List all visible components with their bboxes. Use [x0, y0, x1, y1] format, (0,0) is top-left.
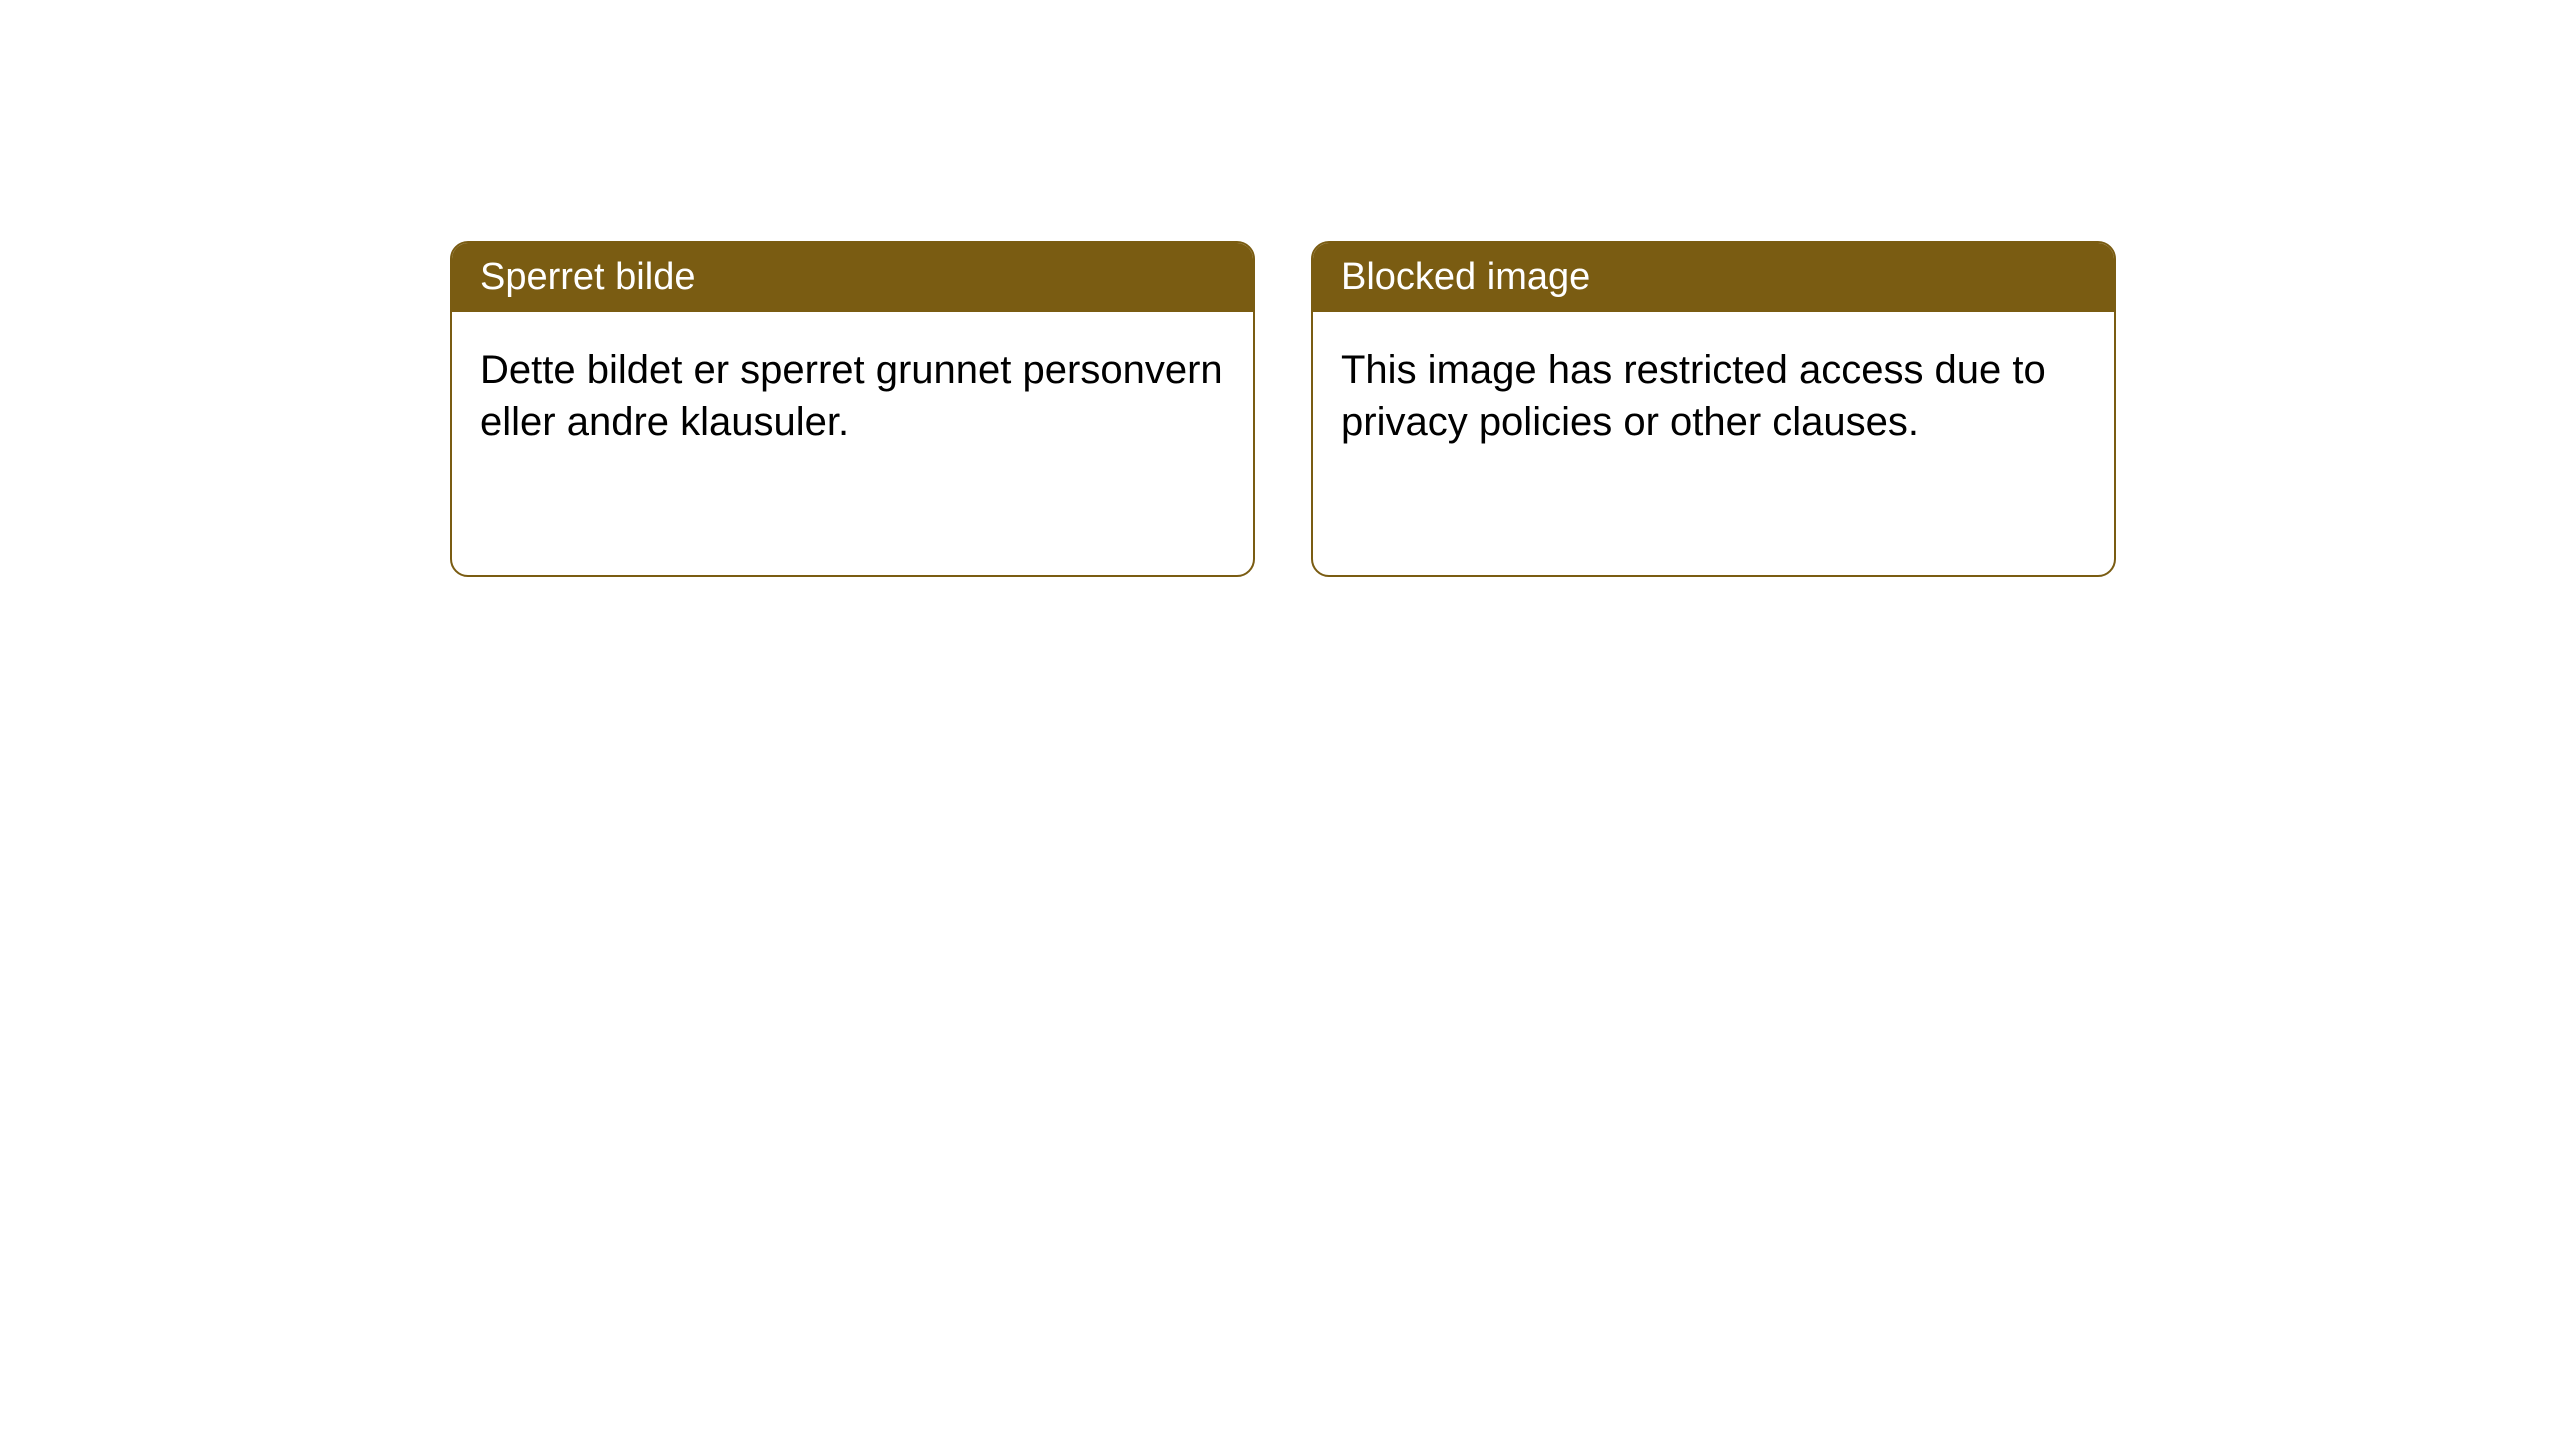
notice-card-english: Blocked image This image has restricted … — [1311, 241, 2116, 577]
notice-card-norwegian: Sperret bilde Dette bildet er sperret gr… — [450, 241, 1255, 577]
notice-text-english: This image has restricted access due to … — [1341, 348, 2046, 444]
notice-header-english: Blocked image — [1313, 243, 2114, 312]
notice-container: Sperret bilde Dette bildet er sperret gr… — [450, 241, 2116, 577]
notice-title-norwegian: Sperret bilde — [480, 256, 695, 298]
notice-header-norwegian: Sperret bilde — [452, 243, 1253, 312]
notice-title-english: Blocked image — [1341, 256, 1590, 298]
notice-text-norwegian: Dette bildet er sperret grunnet personve… — [480, 348, 1223, 444]
notice-body-norwegian: Dette bildet er sperret grunnet personve… — [452, 312, 1253, 480]
notice-body-english: This image has restricted access due to … — [1313, 312, 2114, 480]
